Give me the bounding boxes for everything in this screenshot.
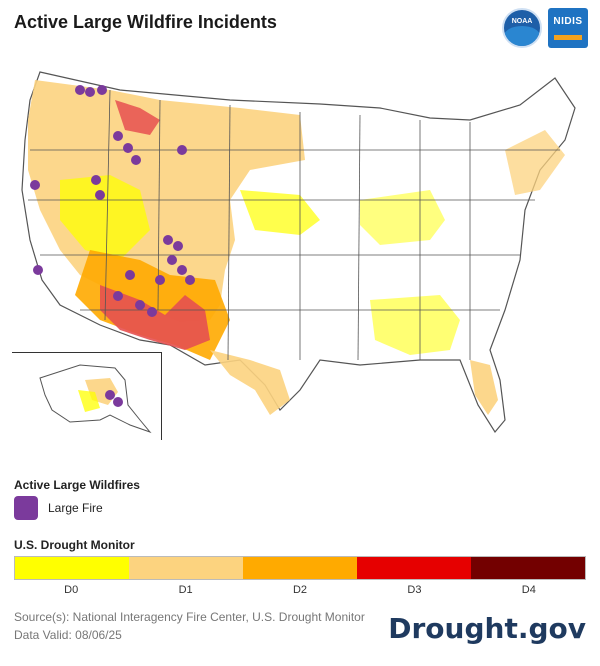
fire-marker (113, 397, 123, 407)
fire-legend-label: Large Fire (48, 501, 103, 515)
drought-category-labels: D0 D1 D2 D3 D4 (14, 584, 586, 596)
fire-marker (95, 190, 105, 200)
drought-d0-alaska (78, 390, 100, 412)
drought-d1-florida (470, 360, 498, 415)
swatch-d1 (129, 557, 243, 579)
drought-gov-logo[interactable]: Drought.gov (388, 612, 586, 645)
label-d1: D1 (178, 584, 193, 596)
fire-marker (167, 255, 177, 265)
fire-marker (91, 175, 101, 185)
swatch-d2 (243, 557, 357, 579)
fire-marker (33, 265, 43, 275)
drought-legend-heading: U.S. Drought Monitor (14, 538, 135, 552)
drought-d1-texas (210, 350, 290, 415)
fire-marker (173, 241, 183, 251)
label-d2: D2 (292, 584, 308, 596)
fire-marker (123, 143, 133, 153)
fire-legend-item: Large Fire (14, 496, 103, 520)
swatch-d3 (357, 557, 471, 579)
swatch-d4 (471, 557, 585, 579)
fire-marker (177, 265, 187, 275)
logo-group: NOAA NIDIS (502, 8, 588, 48)
fires-legend-heading: Active Large Wildfires (14, 478, 140, 492)
fire-marker (147, 307, 157, 317)
drought-d1-northeast (505, 130, 565, 195)
label-d4: D4 (521, 584, 536, 596)
fire-markers (30, 85, 195, 407)
state-boundaries (28, 89, 560, 361)
fire-marker (75, 85, 85, 95)
swatch-d0 (15, 557, 129, 579)
source-text: Source(s): National Interagency Fire Cen… (14, 610, 365, 624)
drought-fire-map (21, 71, 576, 434)
fire-marker (131, 155, 141, 165)
fire-marker (113, 291, 123, 301)
label-d0: D0 (64, 584, 79, 596)
fire-marker (155, 275, 165, 285)
fire-marker (113, 131, 123, 141)
map-title: Active Large Wildfire Incidents (14, 12, 277, 32)
source-note: Source(s): National Interagency Fire Cen… (14, 608, 365, 644)
fire-marker (97, 85, 107, 95)
fire-marker (85, 87, 95, 97)
fire-marker (177, 145, 187, 155)
fire-marker (105, 390, 115, 400)
fire-marker (135, 300, 145, 310)
fire-marker (185, 275, 195, 285)
fire-marker (30, 180, 40, 190)
noaa-logo: NOAA (502, 8, 542, 48)
fire-marker (163, 235, 173, 245)
alaska-inset-frame (12, 352, 162, 440)
nidis-logo: NIDIS (548, 8, 588, 48)
drought-d3-idaho (115, 100, 160, 135)
fire-marker (125, 270, 135, 280)
fire-swatch (14, 496, 38, 520)
drought-d0-midwest (360, 190, 445, 245)
drought-d3-southwest (100, 285, 210, 350)
drought-d0-west (60, 175, 150, 260)
data-valid-text: Data Valid: 08/06/25 (14, 628, 122, 642)
drought-color-bar (14, 556, 586, 580)
label-d3: D3 (407, 584, 422, 596)
